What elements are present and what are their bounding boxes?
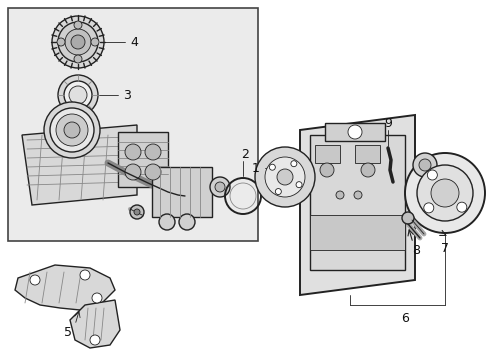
Circle shape [80,270,90,280]
Circle shape [215,182,224,192]
Text: 1: 1 [252,162,260,175]
Circle shape [69,86,87,104]
Polygon shape [22,125,137,205]
Circle shape [57,38,65,46]
Circle shape [64,122,80,138]
Bar [118,132,168,187]
Circle shape [52,16,104,68]
Polygon shape [70,300,120,348]
Circle shape [430,179,458,207]
Circle shape [264,157,305,197]
Text: 9: 9 [383,117,391,130]
Text: 4: 4 [130,36,138,49]
Circle shape [134,209,140,215]
Text: 3: 3 [123,89,131,102]
Circle shape [159,214,175,230]
Bar [309,135,404,270]
Circle shape [319,163,333,177]
Bar [152,167,212,217]
Circle shape [416,165,472,221]
Circle shape [401,212,413,224]
Circle shape [275,189,281,194]
Circle shape [91,38,99,46]
Circle shape [412,153,436,177]
Circle shape [269,164,275,170]
Text: 8: 8 [411,243,419,257]
Bar [354,145,379,163]
Circle shape [145,164,161,180]
Circle shape [456,202,466,212]
Circle shape [335,191,343,199]
Circle shape [56,114,88,146]
Text: 2: 2 [241,148,248,161]
Bar [8,8,258,241]
Circle shape [418,159,430,171]
Circle shape [58,75,98,115]
Circle shape [254,147,314,207]
Circle shape [125,164,141,180]
Circle shape [74,21,82,29]
Circle shape [347,125,361,139]
Circle shape [427,170,436,180]
Circle shape [74,55,82,63]
Circle shape [295,182,302,188]
Circle shape [125,144,141,160]
Circle shape [30,275,40,285]
Circle shape [92,293,102,303]
Circle shape [423,203,433,213]
Circle shape [65,29,91,55]
Circle shape [360,163,374,177]
Circle shape [209,177,229,197]
Circle shape [90,335,100,345]
Circle shape [64,81,92,109]
Circle shape [353,191,361,199]
Circle shape [179,214,195,230]
Polygon shape [299,115,414,295]
Circle shape [50,108,94,152]
Circle shape [44,102,100,158]
Bar [325,123,384,141]
Circle shape [58,22,98,62]
Circle shape [276,169,292,185]
Text: 5: 5 [64,325,72,338]
Circle shape [290,161,296,167]
Bar [309,215,404,250]
Bar [314,145,339,163]
Circle shape [145,144,161,160]
Polygon shape [15,265,115,310]
Text: 6: 6 [400,311,408,324]
Circle shape [130,205,143,219]
Circle shape [71,35,85,49]
Text: 7: 7 [440,242,448,255]
Circle shape [404,153,484,233]
